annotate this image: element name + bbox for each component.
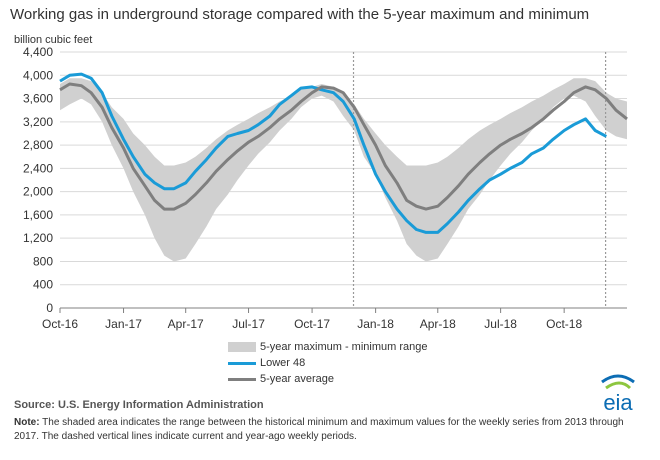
chart-title: Working gas in underground storage compa… xyxy=(10,6,590,23)
legend-label-lower48: Lower 48 xyxy=(260,357,306,369)
logo-text: eia xyxy=(603,390,633,415)
logo-arc-blue xyxy=(601,374,635,384)
legend: 5-year maximum - minimum range Lower 48 … xyxy=(228,339,427,387)
series-lines xyxy=(59,72,628,234)
logo-arc-green xyxy=(605,381,632,390)
y-tick-label: 400 xyxy=(33,278,53,292)
range-band-layer xyxy=(60,78,627,262)
y-tick-label: 4,000 xyxy=(23,68,53,82)
x-tick-label: Jan-18 xyxy=(357,317,394,331)
y-tick-label: 1,200 xyxy=(23,231,53,245)
axes: 0 400 800 1,200 1,600 2,000 2,400 2,800 3,200 3,6… xyxy=(23,45,627,331)
x-tick-label: Apr-17 xyxy=(168,317,204,331)
y-tick-label: 1,600 xyxy=(23,208,53,222)
legend-swatch-avg xyxy=(228,377,256,381)
y-tick-label: 800 xyxy=(33,254,53,268)
x-tick-label: Oct-16 xyxy=(42,317,78,331)
x-tick-label: Oct-18 xyxy=(546,317,582,331)
note-text: The shaded area indicates the range betw… xyxy=(14,417,624,442)
legend-item-avg: 5-year average xyxy=(228,371,427,387)
legend-item-band: 5-year maximum - minimum range xyxy=(228,339,427,355)
series-line-lower48 xyxy=(59,72,608,234)
legend-swatch-band xyxy=(228,342,256,352)
y-tick-label: 2,000 xyxy=(23,185,53,199)
legend-swatch-lower48 xyxy=(228,361,256,365)
range-band xyxy=(60,78,627,262)
y-tick-label: 2,800 xyxy=(23,138,53,152)
y-tick-label: 0 xyxy=(46,301,53,315)
y-axis-unit-label: billion cubic feet xyxy=(14,34,93,46)
chart-note: Note: The shaded area indicates the rang… xyxy=(14,416,649,444)
series-line-avg xyxy=(59,82,628,211)
legend-label-avg: 5-year average xyxy=(260,373,334,385)
x-tick-label: Apr-18 xyxy=(420,317,456,331)
y-tick-label: 2,400 xyxy=(23,161,53,175)
y-tick-label: 3,600 xyxy=(23,92,53,106)
legend-label-band: 5-year maximum - minimum range xyxy=(260,341,428,353)
source-line: Source: U.S. Energy Information Administ… xyxy=(14,399,264,411)
eia-logo: eia xyxy=(601,374,635,415)
x-tick-label: Jul-17 xyxy=(232,317,265,331)
x-tick-label: Oct-17 xyxy=(294,317,330,331)
reference-lines xyxy=(352,52,607,308)
note-label: Note: xyxy=(14,417,40,428)
legend-item-lower48: Lower 48 xyxy=(228,355,427,371)
y-tick-label: 3,200 xyxy=(23,115,53,129)
x-tick-label: Jan-17 xyxy=(105,317,142,331)
x-tick-label: Jul-18 xyxy=(484,317,517,331)
y-tick-label: 4,400 xyxy=(23,45,53,59)
